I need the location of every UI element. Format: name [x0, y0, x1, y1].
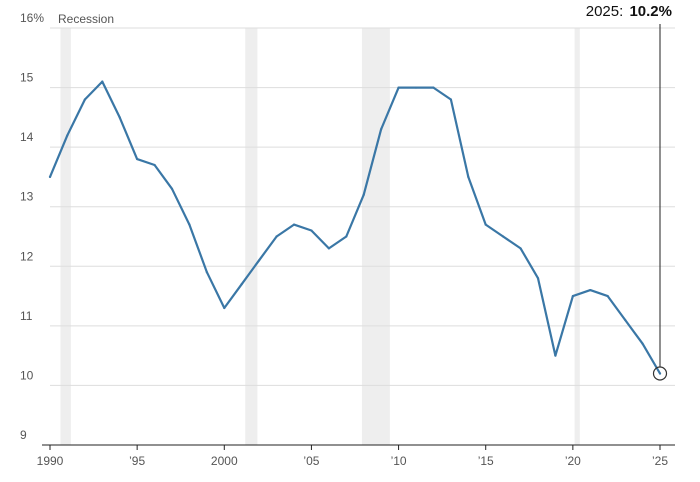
data-point-1990	[48, 175, 52, 179]
data-point-2017	[519, 247, 522, 250]
data-point-1993	[101, 80, 104, 83]
x-tick-label: ’25	[652, 454, 668, 468]
data-point-2006	[327, 247, 330, 250]
data-point-2019	[554, 354, 557, 357]
y-tick-label: 12	[20, 249, 34, 263]
recession-band-0	[60, 28, 71, 445]
annotation-label: 2025:	[586, 3, 624, 20]
y-tick-label: 11	[20, 309, 33, 323]
data-point-2021	[589, 289, 592, 292]
y-tick-label: 10	[20, 368, 34, 382]
data-point-2023	[624, 318, 627, 321]
x-tick-label: 2000	[211, 454, 238, 468]
x-tick-label: ’15	[478, 454, 494, 468]
series-line	[48, 80, 662, 375]
data-point-2011	[414, 86, 418, 89]
data-points	[48, 80, 662, 375]
data-point-2000	[223, 306, 226, 310]
data-point-2008	[362, 193, 365, 196]
y-tick-label: 15	[20, 71, 34, 85]
data-point-2022	[606, 294, 609, 298]
data-point-1996	[153, 163, 156, 167]
data-point-2010	[397, 86, 400, 89]
recession-band-1	[245, 28, 258, 445]
x-tick-label: ’05	[303, 454, 319, 468]
data-point-2013	[449, 98, 452, 101]
data-point-2024	[641, 342, 644, 345]
data-point-2025	[658, 372, 662, 375]
data-point-2001	[240, 283, 243, 286]
x-tick-label: 1990	[37, 454, 64, 468]
x-axis-ticks: 1990 ’95 2000 ’05 ’10 ’15 ’20 ’25	[37, 445, 668, 468]
y-tick-label: 13	[20, 190, 34, 204]
data-point-1992	[83, 98, 86, 101]
data-point-2007	[345, 235, 348, 238]
data-point-2005	[310, 229, 313, 232]
recession-legend-label: Recession	[58, 12, 114, 26]
data-point-2018	[536, 277, 540, 280]
data-point-2003	[275, 235, 278, 238]
x-tick-label: ’10	[391, 454, 407, 468]
data-point-1995	[136, 157, 139, 161]
recession-band-2	[361, 28, 390, 445]
data-point-2004	[292, 223, 296, 226]
recession-band-3	[574, 28, 580, 445]
x-tick-label: ’95	[129, 454, 145, 468]
y-tick-label: 9	[20, 428, 27, 442]
recession-bands	[60, 28, 580, 445]
data-point-1997	[170, 187, 174, 190]
data-point-1994	[118, 116, 121, 119]
annotation-callout: 2025: 10.2%	[586, 3, 672, 20]
data-point-1991	[66, 134, 69, 137]
grid-lines	[50, 27, 675, 386]
annotation-value: 10.2%	[629, 3, 672, 20]
x-tick-label: ’20	[565, 454, 581, 468]
data-point-2020	[571, 294, 574, 298]
y-tick-label: 16%	[20, 11, 44, 25]
y-axis-ticks: 9 10 11 12 13 14 15 16%	[20, 11, 44, 442]
data-point-1999	[205, 271, 208, 274]
data-point-2016	[502, 235, 505, 238]
data-point-2012	[432, 86, 435, 89]
annotation-marker	[652, 366, 668, 381]
data-point-1998	[188, 223, 191, 226]
data-point-2002	[258, 259, 261, 262]
data-point-2009	[380, 128, 383, 131]
y-tick-label: 14	[20, 130, 34, 144]
data-point-2015	[484, 223, 487, 226]
data-point-2014	[467, 175, 470, 179]
